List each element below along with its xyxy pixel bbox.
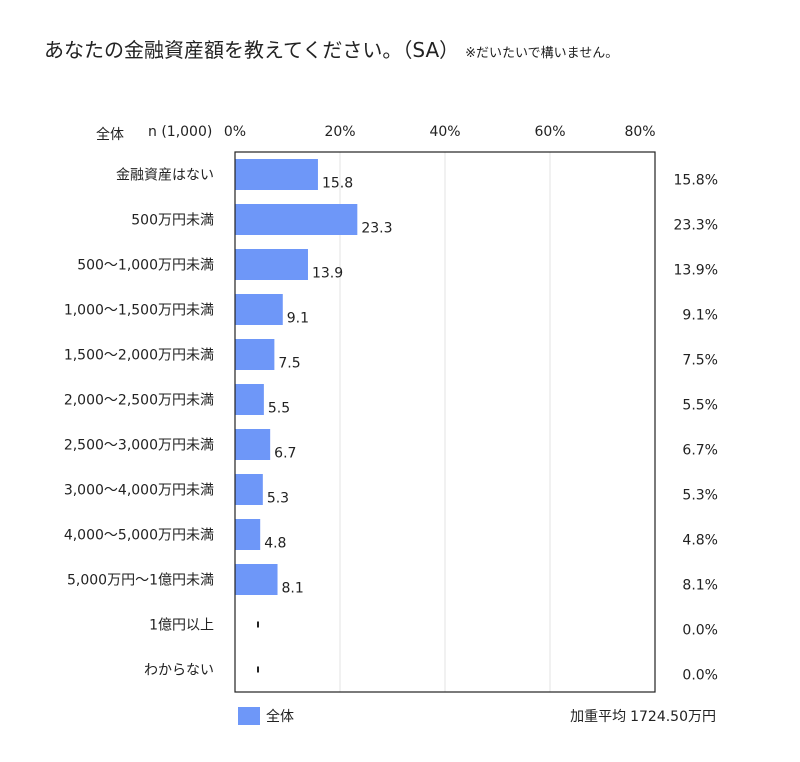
right-percent-label: 6.7% — [682, 443, 718, 459]
legend: 全体 — [238, 706, 294, 726]
weighted-average: 加重平均 1724.50万円 — [566, 706, 716, 726]
right-percent-label: 5.3% — [682, 488, 718, 504]
right-percent-label: 0.0% — [682, 668, 718, 684]
bar — [235, 564, 278, 595]
bar — [235, 474, 263, 505]
bar-value-label: 23.3 — [361, 221, 392, 237]
bar — [235, 294, 283, 325]
weighted-average-value: 1724.50万円 — [630, 709, 716, 725]
category-label: 4,000〜5,000万円未満 — [64, 528, 214, 544]
bar — [235, 429, 271, 460]
category-label: 2,500〜3,000万円未満 — [64, 438, 214, 454]
chart-title: あなたの金融資産額を教えてください。（SA） ※だいたいで構いません。 — [44, 34, 618, 63]
bar — [235, 159, 318, 190]
category-label: 5,000万円〜1億円未満 — [67, 573, 214, 589]
plot-frame — [234, 151, 656, 693]
bar — [235, 384, 264, 415]
category-label: 1億円以上 — [149, 618, 214, 634]
bar-value-label: 7.5 — [278, 356, 300, 372]
x-tick-20: 20% — [324, 124, 356, 140]
title-main: あなたの金融資産額を教えてください。（SA） — [44, 38, 460, 62]
bar — [235, 249, 308, 280]
category-label: 金融資産はない — [116, 168, 214, 184]
bar-value-label: 8.1 — [282, 581, 304, 597]
legend-swatch — [238, 707, 260, 725]
bar-value-label: 5.3 — [267, 491, 289, 507]
x-tick-80: 80% — [624, 124, 656, 140]
right-percent-label: 13.9% — [674, 263, 718, 279]
header-group-label: 全体 — [96, 127, 124, 143]
category-label: わからない — [144, 663, 214, 679]
bar-value-label: 13.9 — [312, 266, 343, 282]
x-tick-40: 40% — [429, 124, 461, 140]
category-label: 1,000〜1,500万円未満 — [64, 303, 214, 319]
legend-label: 全体 — [266, 709, 294, 725]
right-percent-label: 0.0% — [682, 623, 718, 639]
bar-value-label: 15.8 — [322, 176, 353, 192]
bar — [235, 519, 261, 550]
x-tick-60: 60% — [534, 124, 566, 140]
category-label: 1,500〜2,000万円未満 — [64, 348, 214, 364]
right-percent-label: 4.8% — [682, 533, 718, 549]
header-n-label: n (1,000) — [148, 124, 213, 140]
x-tick-0: 0% — [223, 124, 247, 140]
right-percent-label: 15.8% — [674, 173, 718, 189]
right-percent-label: 7.5% — [682, 353, 718, 369]
bar-value-label: 4.8 — [264, 536, 286, 552]
bar — [235, 204, 358, 235]
title-note: ※だいたいで構いません。 — [465, 46, 619, 61]
right-percent-label: 9.1% — [682, 308, 718, 324]
bar-value-label: 9.1 — [287, 311, 309, 327]
category-label: 500万円未満 — [131, 213, 214, 229]
category-label: 500〜1,000万円未満 — [77, 258, 214, 274]
bar — [235, 339, 275, 370]
right-percent-label: 5.5% — [682, 398, 718, 414]
right-percent-label: 23.3% — [674, 218, 718, 234]
weighted-average-label: 加重平均 — [570, 709, 627, 725]
category-label: 3,000〜4,000万円未満 — [64, 483, 214, 499]
right-percent-label: 8.1% — [682, 578, 718, 594]
category-label: 2,000〜2,500万円未満 — [64, 393, 214, 409]
bar-value-label: 6.7 — [274, 446, 296, 462]
bar-value-label: 5.5 — [268, 401, 290, 417]
